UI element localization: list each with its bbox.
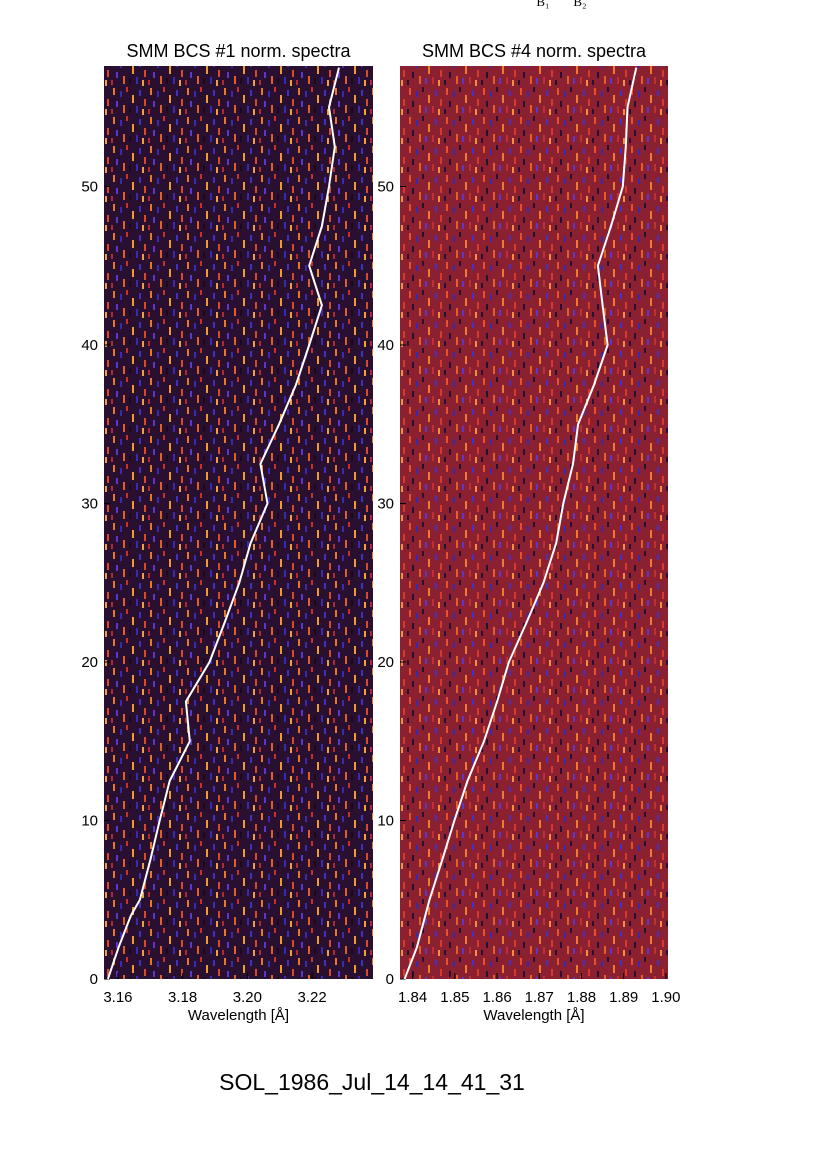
data-line — [403, 67, 638, 980]
y-tick-label: 40 — [377, 337, 394, 354]
x-axis-label: Wavelength [Å] — [188, 1007, 289, 1024]
annotation: B₂ — [573, 0, 586, 9]
y-tick-label: 40 — [81, 337, 98, 354]
y-tick-label: 10 — [81, 812, 98, 829]
y-tick-label: 50 — [81, 178, 98, 195]
y-tick-label: 50 — [377, 178, 394, 195]
y-tick-label: 20 — [377, 654, 394, 671]
y-tick-label: 20 — [81, 654, 98, 671]
y-tick-label: 0 — [386, 971, 394, 988]
page-title: SOL_1986_Jul_14_14_41_31 — [219, 1069, 525, 1095]
x-tick-label: 1.90 — [651, 989, 680, 1006]
annotation: B₁ — [536, 0, 549, 9]
x-tick-label: 3.16 — [103, 989, 132, 1006]
x-tick-label: 1.87 — [525, 989, 554, 1006]
x-tick-label: 1.88 — [567, 989, 596, 1006]
spectrogram — [400, 66, 668, 979]
x-tick-label: 1.86 — [482, 989, 511, 1006]
x-tick-label: 1.84 — [398, 989, 427, 1006]
x-tick-label: 1.85 — [440, 989, 469, 1006]
y-tick-label: 30 — [81, 495, 98, 512]
x-tick-label: 3.18 — [168, 989, 197, 1006]
y-tick-label: 30 — [377, 495, 394, 512]
x-tick-label: 3.20 — [233, 989, 262, 1006]
panel-title: SMM BCS #1 norm. spectra — [126, 41, 351, 61]
y-tick-label: 10 — [377, 812, 394, 829]
panel-title: SMM BCS #4 norm. spectra — [422, 41, 647, 61]
data-line — [106, 67, 340, 980]
x-tick-label: 1.89 — [609, 989, 638, 1006]
x-tick-label: 3.22 — [298, 989, 327, 1006]
x-axis-label: Wavelength [Å] — [483, 1007, 584, 1024]
spectrogram — [104, 66, 373, 979]
y-tick-label: 0 — [90, 971, 98, 988]
